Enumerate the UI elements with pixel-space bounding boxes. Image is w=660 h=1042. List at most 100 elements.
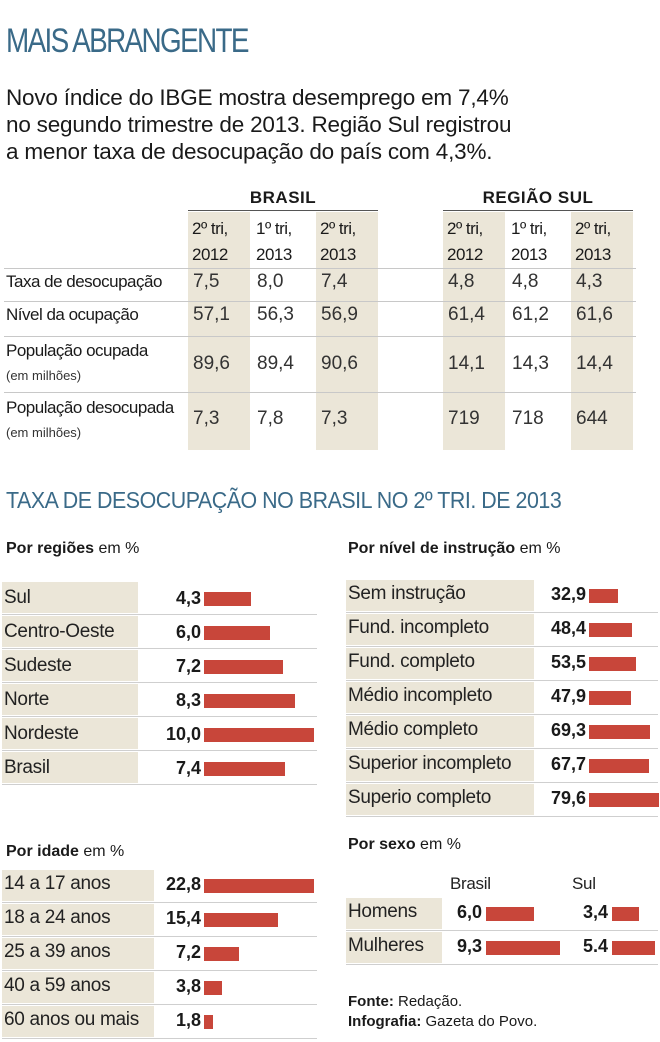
category-label: Superior incompleto <box>348 753 512 774</box>
category-label: Norte <box>4 689 49 710</box>
col-head-l2: 2013 <box>575 245 611 264</box>
col-head-l2: 2012 <box>447 245 483 264</box>
row-rule <box>346 816 658 817</box>
group-brasil: BRASIL <box>249 188 317 207</box>
credit-line: Infografia: Gazeta do Povo. <box>348 1013 537 1030</box>
cell: 7,5 <box>193 271 220 292</box>
data-table: BRASIL REGIÃO SUL 2º tri, 2012 1º tri, 201… <box>0 180 660 450</box>
cell: 644 <box>576 408 608 429</box>
bar <box>589 623 632 637</box>
col-head-l1: 2º tri, <box>575 219 611 238</box>
value-label: 7,2 <box>175 656 201 676</box>
shade-col <box>443 212 505 450</box>
shade-col <box>316 212 378 450</box>
row-rule <box>2 682 317 683</box>
label-shade <box>346 898 442 929</box>
col-head-l2: 2013 <box>256 245 292 264</box>
row-label: População ocupada <box>6 341 148 360</box>
chart-title-regioes: Por regiões em % <box>6 540 139 558</box>
label-shade <box>2 1006 154 1037</box>
value-label: 3,4 <box>582 902 608 922</box>
value-label: 32,9 <box>550 584 586 604</box>
lede-line: no segundo trimestre de 2013. Região Sul… <box>6 112 512 137</box>
label-shade <box>346 932 442 963</box>
source-label: Fonte: <box>348 993 394 1010</box>
row-rule <box>346 714 658 715</box>
cell: 4,8 <box>448 271 475 292</box>
label-shade <box>2 582 138 613</box>
bar <box>204 947 239 961</box>
bar <box>589 793 659 807</box>
label-shade <box>346 716 534 747</box>
shade-col <box>571 212 633 450</box>
col-head: 2º tri, 2013 <box>320 216 356 268</box>
cell: 7,3 <box>193 408 220 429</box>
cell: 7,3 <box>321 408 348 429</box>
bar <box>204 913 279 927</box>
chart-title-text: Por idade <box>6 843 79 860</box>
chart-unit: em % <box>420 836 461 853</box>
row-rule <box>346 612 658 613</box>
bar <box>204 1015 213 1029</box>
category-label: 40 a 59 anos <box>4 975 111 996</box>
category-label: Sem instrução <box>348 583 466 604</box>
category-label: 18 a 24 anos <box>4 907 111 928</box>
value-label: 79,6 <box>550 788 586 808</box>
label-shade <box>346 750 534 781</box>
label-shade <box>2 870 154 901</box>
value-label: 4,3 <box>175 588 201 608</box>
bar <box>204 592 252 606</box>
category-label: 60 anos ou mais <box>4 1009 139 1030</box>
group-sul: REGIÃO SUL <box>482 188 594 207</box>
source-line: Fonte: Redação. <box>348 993 462 1010</box>
col-head: 1º tri, 2013 <box>256 216 292 268</box>
cell: 56,9 <box>321 304 358 325</box>
label-shade <box>2 684 138 715</box>
cell: 61,6 <box>576 304 613 325</box>
cell: 89,6 <box>193 353 230 374</box>
col-head-l1: 1º tri, <box>511 219 547 238</box>
category-label: Centro-Oeste <box>4 621 115 642</box>
row-rule <box>346 930 658 931</box>
label-shade <box>2 616 138 647</box>
cell: 90,6 <box>321 353 358 374</box>
col-head-l2: 2013 <box>320 245 356 264</box>
chart-regioes: Sul 4,3 Centro-Oeste 6,0 Sudeste 7,2 Norte 8,3 N… <box>0 582 320 792</box>
value-label: 5.4 <box>582 936 608 956</box>
label-shade <box>2 650 138 681</box>
label-shade <box>2 904 154 935</box>
bar <box>589 725 650 739</box>
row-rule <box>4 301 636 302</box>
chart-title-text: Por regiões <box>6 540 95 557</box>
value-label: 48,4 <box>550 618 586 638</box>
bar <box>589 759 649 773</box>
category-label: Mulheres <box>348 935 424 956</box>
bar <box>612 907 640 921</box>
category-label: Médio completo <box>348 719 478 740</box>
row-label: População desocupada <box>6 398 174 417</box>
row-rule <box>346 748 658 749</box>
label-shade <box>2 938 154 969</box>
category-label: Superio completo <box>348 787 492 808</box>
bar <box>486 941 560 955</box>
value-label: 22,8 <box>165 874 201 894</box>
value-label: 3,8 <box>175 976 201 996</box>
row-sublabel: (em milhões) <box>6 425 82 440</box>
series-name: Brasil <box>450 874 491 893</box>
cell: 61,4 <box>448 304 485 325</box>
chart-title-text: Por nível de instrução <box>348 540 516 557</box>
col-head-l1: 2º tri, <box>192 219 228 238</box>
row-rule <box>2 1038 317 1039</box>
row-sublabel: (em milhões) <box>6 368 82 383</box>
value-label: 6,0 <box>456 902 482 922</box>
row-rule <box>346 646 658 647</box>
col-head-l2: 2012 <box>192 245 228 264</box>
series-name: Sul <box>572 874 596 893</box>
col-head-l1: 2º tri, <box>320 219 356 238</box>
value-label: 69,3 <box>550 720 586 740</box>
chart-title-sexo: Por sexo em % <box>348 836 461 854</box>
value-label: 1,8 <box>175 1010 201 1030</box>
value-label: 10,0 <box>165 724 201 744</box>
group-rule <box>443 210 633 211</box>
category-label: Sul <box>4 587 31 608</box>
